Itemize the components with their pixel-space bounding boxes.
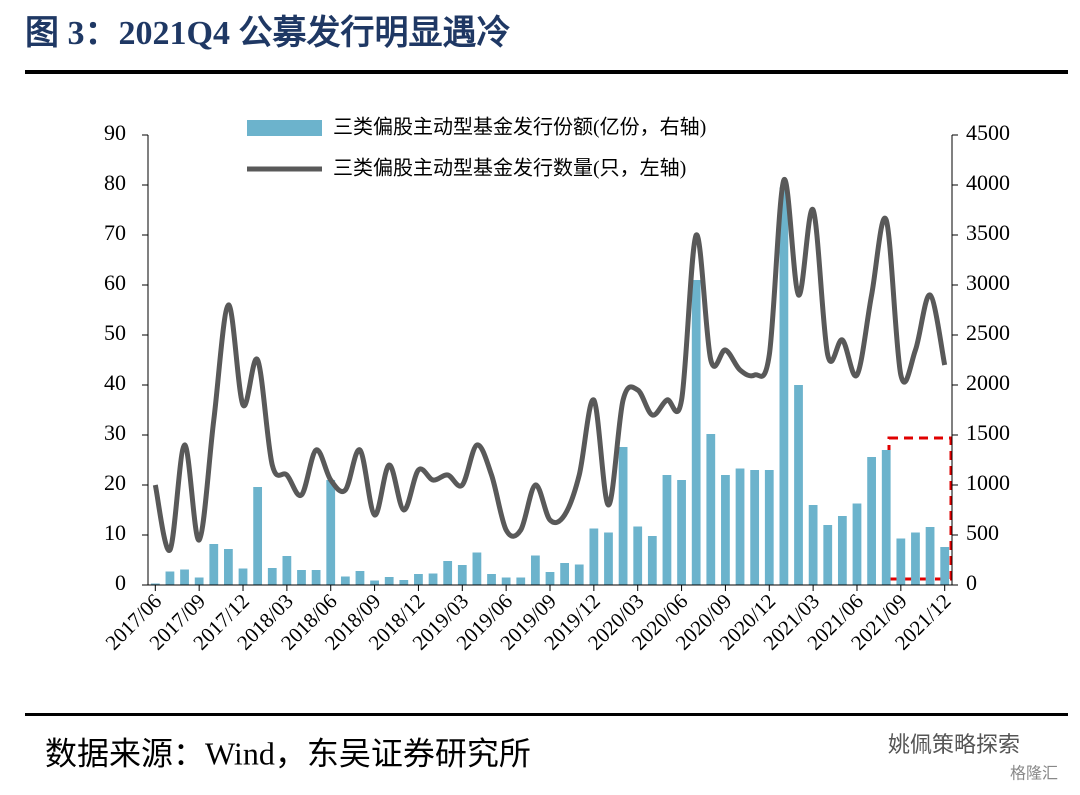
bar — [706, 434, 716, 585]
bar — [867, 457, 876, 585]
y-tick-label: 70 — [104, 220, 126, 245]
y2-tick-label: 0 — [966, 570, 977, 595]
y2-tick-label: 500 — [966, 520, 999, 545]
bar — [691, 280, 701, 585]
bar — [750, 470, 760, 585]
bar — [253, 487, 263, 585]
legend-label: 三类偏股主动型基金发行数量(只，左轴) — [333, 157, 686, 180]
bar — [823, 525, 833, 585]
footer-rule — [25, 713, 1068, 716]
bar — [779, 187, 789, 585]
watermark: 格隆汇 — [1010, 765, 1058, 783]
bar — [808, 505, 818, 585]
y-tick-label: 20 — [104, 470, 126, 495]
bar — [881, 450, 891, 585]
bar — [194, 577, 204, 585]
bar — [399, 580, 409, 585]
bar — [677, 480, 686, 585]
legend-swatch — [247, 120, 322, 136]
bar — [238, 568, 248, 585]
bar — [574, 564, 584, 585]
bar — [443, 561, 453, 585]
bar — [589, 528, 599, 585]
bar — [370, 580, 379, 585]
y2-tick-label: 3000 — [966, 270, 1010, 295]
y-tick-label: 80 — [104, 170, 126, 195]
bar — [267, 568, 277, 585]
y2-tick-label: 2500 — [966, 320, 1010, 345]
y-tick-label: 90 — [104, 120, 126, 145]
bar — [560, 563, 570, 585]
bar — [911, 532, 920, 585]
bar — [516, 577, 526, 585]
bar — [340, 576, 350, 585]
y-tick-label: 10 — [104, 520, 126, 545]
bar — [384, 577, 394, 585]
bar — [472, 552, 482, 585]
bar — [428, 573, 438, 585]
y2-tick-label: 3500 — [966, 220, 1010, 245]
bar — [311, 570, 321, 585]
line — [152, 177, 948, 553]
bar — [209, 544, 219, 585]
bar — [545, 572, 555, 585]
y2-tick-label: 1000 — [966, 470, 1010, 495]
bar — [150, 583, 160, 585]
legend-label: 三类偏股主动型基金发行份额(亿份，右轴) — [333, 116, 706, 139]
bar — [852, 503, 862, 585]
bar — [224, 549, 233, 585]
bar — [326, 480, 336, 585]
bar — [940, 547, 950, 585]
bar — [618, 447, 628, 585]
bar — [297, 570, 306, 585]
y2-tick-label: 2000 — [966, 370, 1010, 395]
chart-title: 图 3：2021Q4 公募发行明显遇冷 — [25, 14, 510, 52]
y-tick-label: 40 — [104, 370, 126, 395]
y2-tick-label: 4000 — [966, 170, 1010, 195]
y-tick-label: 30 — [104, 420, 126, 445]
watermark: 姚佩策略探索 — [888, 732, 1020, 757]
bar — [764, 470, 774, 585]
bar — [487, 574, 496, 585]
bar — [896, 538, 906, 585]
bar — [530, 555, 540, 585]
y2-tick-label: 1500 — [966, 420, 1010, 445]
y-tick-label: 50 — [104, 320, 126, 345]
bar — [735, 468, 745, 585]
bar — [925, 527, 935, 585]
source: 数据来源：Wind，东吴证券研究所 — [45, 735, 531, 771]
title-rule — [25, 70, 1068, 74]
bar — [647, 536, 657, 585]
bar — [604, 532, 613, 585]
bar — [721, 475, 730, 585]
y-tick-label: 0 — [115, 570, 126, 595]
y2-tick-label: 4500 — [966, 120, 1010, 145]
bar — [180, 569, 189, 585]
bar — [457, 565, 467, 585]
bar — [501, 577, 511, 585]
bar — [794, 385, 803, 585]
bar — [355, 571, 365, 585]
bar — [837, 516, 847, 585]
bar — [414, 574, 423, 585]
bar — [633, 526, 643, 585]
bar — [165, 571, 175, 585]
bar — [662, 475, 672, 585]
bar — [282, 556, 292, 585]
y-tick-label: 60 — [104, 270, 126, 295]
